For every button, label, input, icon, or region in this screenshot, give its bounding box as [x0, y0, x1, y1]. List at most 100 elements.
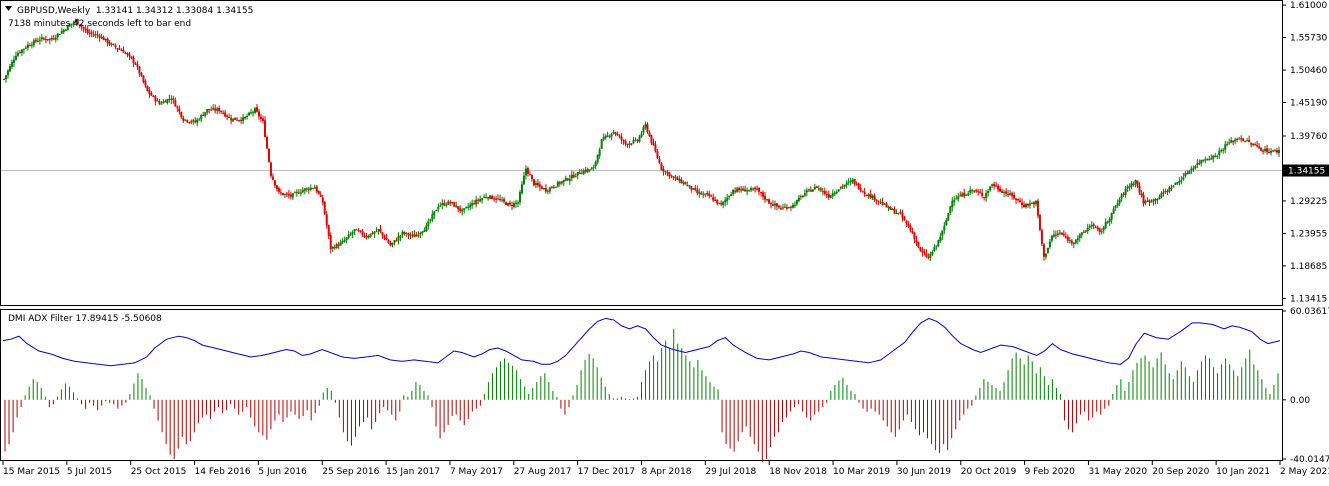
candle-body — [166, 99, 168, 103]
candle-body — [937, 240, 939, 246]
candle-body — [501, 200, 503, 201]
candle-body — [700, 193, 702, 195]
candle-body — [931, 252, 933, 255]
candle-body — [1117, 203, 1119, 206]
candle-body — [1254, 144, 1256, 145]
candle-body — [637, 140, 639, 141]
candle-body — [256, 107, 258, 111]
candle-body — [995, 185, 997, 186]
candle-body — [290, 195, 292, 197]
candle-body — [91, 32, 93, 33]
candle-body — [186, 120, 188, 122]
candle-body — [1029, 203, 1031, 205]
candle-body — [1154, 199, 1156, 201]
candle-body — [358, 230, 360, 231]
candle-body — [573, 175, 575, 177]
candle-body — [676, 178, 678, 180]
candle-body — [389, 243, 391, 246]
candle-body — [393, 240, 395, 243]
candle-body — [212, 108, 214, 109]
candle-body — [473, 203, 475, 204]
candle-body — [664, 171, 666, 172]
candle-body — [168, 99, 170, 100]
candle-body — [894, 209, 896, 213]
candle-body — [61, 31, 63, 33]
candle-body — [808, 189, 810, 190]
candle-body — [648, 133, 650, 136]
candle-body — [129, 54, 131, 56]
candle-body — [607, 135, 609, 136]
candle-body — [495, 199, 497, 200]
current-price-marker: 1.34155 — [1283, 165, 1329, 177]
candle-body — [884, 204, 886, 205]
candle-body — [959, 195, 961, 196]
time-tick-label: 2 May 2021 — [1280, 467, 1329, 477]
candle-body — [354, 229, 356, 231]
candle-body — [752, 189, 754, 190]
candle-body — [730, 194, 732, 196]
candle-body — [899, 212, 901, 213]
candle-body — [250, 112, 252, 113]
candle-body — [364, 236, 366, 237]
candle-body — [1190, 169, 1192, 171]
candle-body — [47, 39, 49, 40]
candle-body — [493, 198, 495, 199]
candle-body — [196, 120, 198, 123]
candle-body — [170, 99, 172, 100]
candle-body — [1182, 177, 1184, 179]
candle-body — [334, 247, 336, 248]
candle-body — [298, 193, 300, 194]
candle-body — [350, 234, 352, 235]
candle-body — [336, 244, 338, 248]
candle-body — [842, 186, 844, 187]
candle-body — [188, 122, 190, 123]
candle-body — [1073, 243, 1075, 244]
candle-body — [834, 193, 836, 194]
candle-body — [1168, 187, 1170, 191]
price-tick-label: 1.39760 — [1290, 132, 1327, 142]
candle-body — [868, 194, 870, 196]
candle-body — [911, 231, 913, 233]
candle-body — [917, 242, 919, 248]
candle-body — [216, 108, 218, 110]
candle-body — [830, 196, 832, 198]
candle-body — [993, 184, 995, 186]
candle-body — [326, 214, 328, 225]
candle-body — [736, 188, 738, 192]
candle-body — [553, 187, 555, 188]
candle-body — [441, 203, 443, 205]
candle-body — [105, 39, 107, 40]
candle-body — [288, 194, 290, 195]
candle-body — [485, 197, 487, 198]
candle-body — [409, 235, 411, 236]
candle-body — [41, 37, 43, 39]
candle-body — [234, 118, 236, 120]
candle-body — [1160, 193, 1162, 197]
candle-body — [740, 190, 742, 191]
candle-body — [880, 202, 882, 203]
candle-body — [971, 190, 973, 191]
candle-body — [296, 192, 298, 193]
candle-body — [951, 201, 953, 207]
candle-body — [523, 176, 525, 184]
time-tick-label: 15 Mar 2015 — [3, 467, 60, 477]
candle-body — [599, 149, 601, 155]
candle-body — [35, 40, 37, 42]
candle-body — [642, 127, 644, 132]
candle-body — [395, 241, 397, 242]
candle-body — [1115, 206, 1117, 208]
candle-body — [121, 50, 123, 51]
candle-body — [991, 184, 993, 186]
candle-body — [1152, 199, 1154, 201]
candle-body — [1222, 150, 1224, 151]
candle-body — [587, 169, 589, 172]
candle-body — [156, 100, 158, 101]
candle-body — [579, 172, 581, 173]
candle-body — [866, 195, 868, 196]
candle-body — [286, 193, 288, 194]
candle-body — [368, 236, 370, 237]
candle-body — [435, 210, 437, 211]
candle — [1041, 229, 1043, 246]
candle-body — [746, 190, 748, 191]
